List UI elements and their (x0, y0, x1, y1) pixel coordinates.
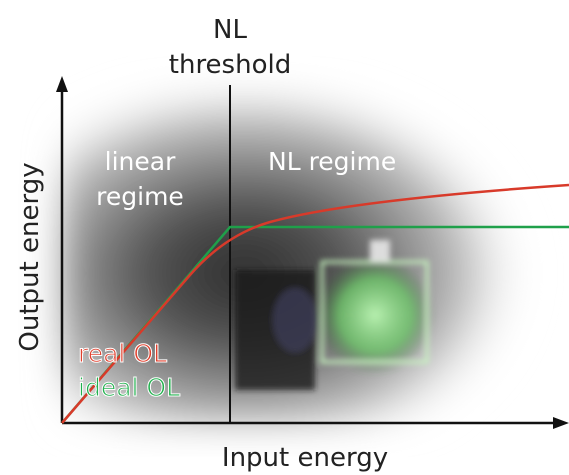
diagram: NL threshold linear regime NL regime Out… (0, 0, 569, 475)
y-arrow (56, 76, 68, 92)
threshold-label: threshold (169, 50, 291, 80)
nl-regime-label: NL regime (268, 147, 396, 176)
x-axis-label: Input energy (222, 443, 388, 473)
y-axis-label: Output energy (15, 162, 45, 351)
legend-real: real OL (78, 339, 167, 368)
page: NL threshold linear regime NL regime Out… (0, 0, 569, 475)
linear-regime-label: regime (96, 182, 184, 211)
threshold-label: NL (213, 15, 247, 45)
legend-ideal: ideal OL (78, 373, 180, 402)
linear-regime-label: linear (105, 147, 176, 176)
x-arrow (553, 417, 569, 429)
